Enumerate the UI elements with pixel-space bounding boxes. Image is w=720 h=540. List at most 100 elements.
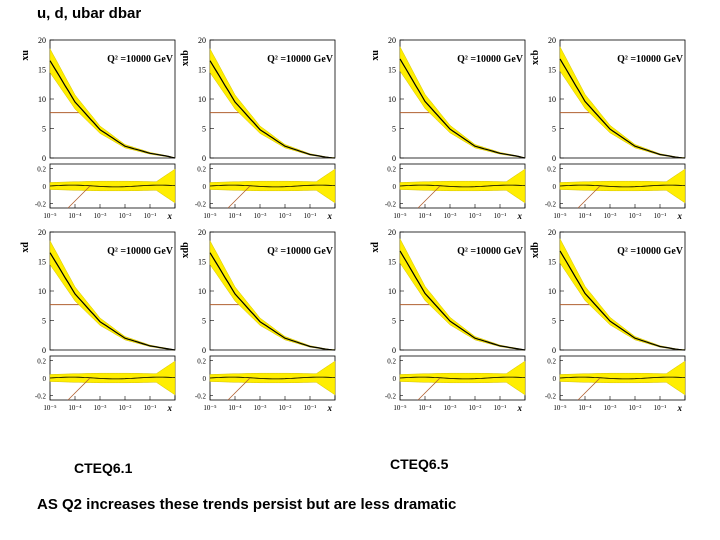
q2-label: Q² =10000 GeV xyxy=(617,246,684,257)
y-tick-label: 20 xyxy=(548,228,556,237)
pdf-panel-u: 0 5 10 15 20 0.2 0 -0.2 xu Q² =10000 GeV 10⁻⁵ 10⁻⁴ 1… xyxy=(20,36,176,221)
cteq61-label: CTEQ6.1 xyxy=(74,460,133,476)
x-axis-label: x xyxy=(517,403,523,413)
q2-label: Q² =10000 GeV xyxy=(267,54,334,65)
y-tick-label: 15 xyxy=(38,258,46,267)
x-tick-label: 10⁻⁴ xyxy=(418,212,432,220)
ratio-tick-label: -0.2 xyxy=(545,393,557,401)
y-tick-label: 20 xyxy=(548,36,556,45)
ratio-tick-label: 0.2 xyxy=(197,165,206,173)
uncertainty-band xyxy=(209,240,336,351)
y-tick-label: 15 xyxy=(198,66,206,75)
y-tick-label: 5 xyxy=(392,317,396,326)
ratio-band xyxy=(209,168,336,204)
q2-label: Q² =10000 GeV xyxy=(457,54,524,65)
central-pdf-curve xyxy=(399,250,526,351)
x-tick-label: 10⁻⁵ xyxy=(43,212,57,220)
x-tick-label: 10⁻¹ xyxy=(304,212,317,220)
ratio-reference-line xyxy=(577,185,601,209)
x-tick-label: 10⁻⁴ xyxy=(578,404,592,412)
x-tick-label: 10⁻⁵ xyxy=(203,404,217,412)
y-tick-label: 5 xyxy=(552,317,556,326)
y-tick-label: 5 xyxy=(42,317,46,326)
y-tick-label: 20 xyxy=(198,228,206,237)
x-tick-label: 10⁻² xyxy=(629,404,642,412)
y-tick-label: 10 xyxy=(198,95,206,104)
ratio-central-line xyxy=(399,184,526,188)
x-tick-label: 10⁻³ xyxy=(604,404,617,412)
ratio-band xyxy=(49,168,176,204)
x-tick-label: 10⁻³ xyxy=(254,404,267,412)
pdf-panel-dbar: 0 5 10 15 20 0.2 0 -0.2 xdb Q² =10000 GeV 10⁻⁵ 10⁻⁴… xyxy=(530,228,686,413)
x-tick-label: 10⁻² xyxy=(119,212,132,220)
x-tick-label: 10⁻¹ xyxy=(144,404,157,412)
ratio-tick-label: 0 xyxy=(203,375,207,383)
x-tick-label: 10⁻⁵ xyxy=(393,404,407,412)
x-tick-label: 10⁻¹ xyxy=(654,404,667,412)
y-tick-label: 5 xyxy=(552,125,556,134)
y-axis-label: xcb xyxy=(530,50,541,65)
ratio-tick-label: 0 xyxy=(393,183,397,191)
y-tick-label: 20 xyxy=(38,36,46,45)
pdf-panel-d: 0 5 10 15 20 0.2 0 -0.2 xd Q² =10000 GeV 10⁻⁵ 10⁻⁴ 1… xyxy=(370,228,526,413)
y-tick-label: 5 xyxy=(392,125,396,134)
y-axis-label: xu xyxy=(20,50,31,61)
ratio-tick-label: -0.2 xyxy=(35,393,47,401)
ratio-central-line xyxy=(559,376,686,380)
y-tick-label: 15 xyxy=(198,258,206,267)
x-tick-label: 10⁻² xyxy=(279,404,292,412)
ratio-tick-label: 0.2 xyxy=(37,357,46,365)
y-axis-label: xd xyxy=(20,242,31,253)
x-tick-label: 10⁻² xyxy=(469,404,482,412)
y-tick-label: 10 xyxy=(38,287,46,296)
x-axis-label: x xyxy=(327,211,333,221)
y-tick-label: 0 xyxy=(42,346,46,355)
x-tick-label: 10⁻² xyxy=(119,404,132,412)
x-tick-label: 10⁻³ xyxy=(254,212,267,220)
x-axis-label: x xyxy=(677,403,683,413)
ratio-tick-label: 0 xyxy=(553,183,557,191)
ratio-band xyxy=(399,360,526,396)
pdf-panel-dbar: 0 5 10 15 20 0.2 0 -0.2 xdb Q² =10000 GeV 10⁻⁵ 10⁻⁴… xyxy=(180,228,336,413)
ratio-central-line xyxy=(49,184,176,188)
y-axis-label: xdb xyxy=(180,242,191,259)
cteq65-label: CTEQ6.5 xyxy=(390,456,449,472)
ratio-band xyxy=(49,360,176,396)
ratio-band xyxy=(209,360,336,396)
pdf-panel-ubar: 0 5 10 15 20 0.2 0 -0.2 xcb Q² =10000 GeV 10⁻⁵ 10⁻⁴… xyxy=(530,36,686,221)
central-pdf-curve xyxy=(49,252,176,351)
y-tick-label: 15 xyxy=(548,66,556,75)
ratio-tick-label: 0 xyxy=(203,183,207,191)
central-pdf-curve xyxy=(559,58,686,159)
q2-label: Q² =10000 GeV xyxy=(107,246,174,257)
uncertainty-band xyxy=(49,48,176,159)
x-axis-label: x xyxy=(677,211,683,221)
x-tick-label: 10⁻¹ xyxy=(494,404,507,412)
y-axis-label: xd xyxy=(370,242,381,253)
y-tick-label: 20 xyxy=(388,228,396,237)
ratio-central-line xyxy=(209,376,336,380)
x-tick-label: 10⁻⁴ xyxy=(418,404,432,412)
ratio-tick-label: 0.2 xyxy=(387,357,396,365)
ratio-reference-line xyxy=(227,185,251,209)
ratio-central-line xyxy=(559,184,686,188)
ratio-reference-line xyxy=(67,185,91,209)
ratio-central-line xyxy=(209,184,336,188)
central-pdf-curve xyxy=(399,58,526,159)
ratio-central-line xyxy=(399,376,526,380)
ratio-tick-label: 0 xyxy=(43,183,47,191)
x-tick-label: 10⁻³ xyxy=(444,404,457,412)
y-tick-label: 0 xyxy=(392,154,396,163)
y-tick-label: 15 xyxy=(548,258,556,267)
y-tick-label: 15 xyxy=(38,66,46,75)
q2-label: Q² =10000 GeV xyxy=(617,54,684,65)
ratio-band xyxy=(559,168,686,204)
x-tick-label: 10⁻¹ xyxy=(654,212,667,220)
y-tick-label: 15 xyxy=(388,258,396,267)
y-tick-label: 5 xyxy=(202,317,206,326)
y-tick-label: 0 xyxy=(552,346,556,355)
ratio-tick-label: -0.2 xyxy=(385,393,397,401)
x-tick-label: 10⁻³ xyxy=(94,212,107,220)
y-tick-label: 10 xyxy=(548,287,556,296)
x-tick-label: 10⁻³ xyxy=(94,404,107,412)
